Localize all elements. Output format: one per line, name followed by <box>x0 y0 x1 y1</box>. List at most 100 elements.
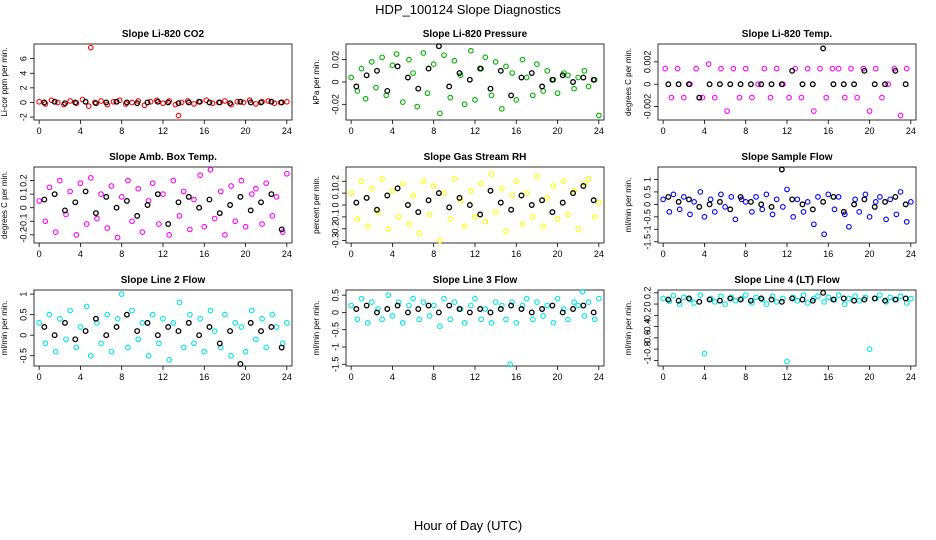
data-point <box>278 226 285 233</box>
data-point <box>51 332 58 339</box>
data-point <box>570 190 576 197</box>
data-point <box>456 194 463 201</box>
data-point <box>595 295 602 302</box>
data-point <box>273 194 280 200</box>
data-point <box>227 202 234 208</box>
data-point <box>156 340 162 347</box>
data-point <box>804 65 811 72</box>
data-point <box>354 316 361 323</box>
data-point <box>415 209 422 216</box>
data-point <box>761 65 768 72</box>
data-point <box>580 302 587 309</box>
x-tick-label: 0 <box>349 372 354 382</box>
data-point <box>232 320 239 326</box>
data-point <box>209 100 216 107</box>
data-point <box>176 213 183 219</box>
data-point <box>861 296 868 303</box>
data-point <box>840 81 847 88</box>
data-point <box>134 100 141 107</box>
data-point <box>660 295 667 302</box>
data-point <box>716 81 723 88</box>
data-point <box>404 309 411 316</box>
data-point <box>903 65 910 72</box>
data-point <box>544 195 551 201</box>
data-point <box>435 43 442 50</box>
data-point <box>222 311 228 318</box>
y-tick-label: 0 <box>18 205 28 210</box>
data-point <box>108 183 115 189</box>
data-point <box>907 199 914 205</box>
series-hourly <box>665 45 909 101</box>
data-point <box>676 206 683 213</box>
data-point <box>825 294 832 301</box>
y-tick-label: -0.5 <box>18 348 28 364</box>
x-tick-label: 24 <box>594 249 604 259</box>
plot-frame <box>345 43 605 121</box>
data-point <box>784 186 790 193</box>
data-point <box>259 315 265 322</box>
data-point <box>240 99 247 106</box>
data-point <box>903 300 910 306</box>
data-point <box>362 95 369 102</box>
data-point <box>902 201 909 208</box>
data-point <box>437 237 443 244</box>
data-point <box>456 70 463 77</box>
x-tick-label: 20 <box>865 126 875 136</box>
data-point <box>374 309 380 316</box>
data-point <box>687 296 693 303</box>
data-point <box>820 198 827 205</box>
data-point <box>258 99 264 106</box>
data-point <box>430 302 437 309</box>
data-point <box>56 177 63 184</box>
data-point <box>425 302 432 309</box>
data-point <box>430 61 437 67</box>
data-point <box>742 65 749 72</box>
data-point <box>477 65 484 72</box>
y-tick-label: 1 <box>642 177 652 182</box>
data-point <box>707 196 714 203</box>
y-axis-label: kPa per min. <box>312 60 321 105</box>
data-point <box>103 332 110 339</box>
data-point <box>54 99 61 106</box>
data-point <box>831 206 838 213</box>
data-point <box>363 302 370 309</box>
data-point <box>410 295 416 302</box>
data-point <box>353 83 360 90</box>
data-point <box>759 296 766 303</box>
x-tick-label: 4 <box>390 249 395 259</box>
data-point <box>73 232 80 238</box>
data-point <box>665 193 672 200</box>
data-point <box>851 201 858 208</box>
data-point <box>540 223 546 230</box>
data-point <box>549 209 556 216</box>
data-point <box>426 313 433 319</box>
data-point <box>696 298 703 305</box>
data-point <box>784 358 790 365</box>
data-point <box>706 296 713 303</box>
data-point <box>503 316 509 323</box>
data-point <box>185 99 192 106</box>
data-point <box>384 87 391 94</box>
data-point <box>852 196 858 203</box>
data-point <box>883 216 889 223</box>
data-point <box>727 295 734 302</box>
panel-title: Slope Amb. Box Temp. <box>109 152 217 163</box>
data-point <box>539 306 546 312</box>
data-point <box>363 72 370 79</box>
data-point <box>238 324 245 330</box>
data-point <box>404 202 411 208</box>
data-point <box>575 74 582 81</box>
data-point <box>800 209 807 215</box>
data-point <box>420 178 427 185</box>
data-point <box>755 81 761 88</box>
data-point <box>232 218 239 225</box>
data-point <box>389 62 396 69</box>
data-point <box>394 302 401 309</box>
data-point <box>375 306 381 312</box>
data-point <box>554 216 561 223</box>
x-tick-label: 12 <box>470 126 480 136</box>
x-tick-label: 24 <box>906 249 916 259</box>
data-point <box>773 298 780 305</box>
data-point <box>72 336 79 343</box>
